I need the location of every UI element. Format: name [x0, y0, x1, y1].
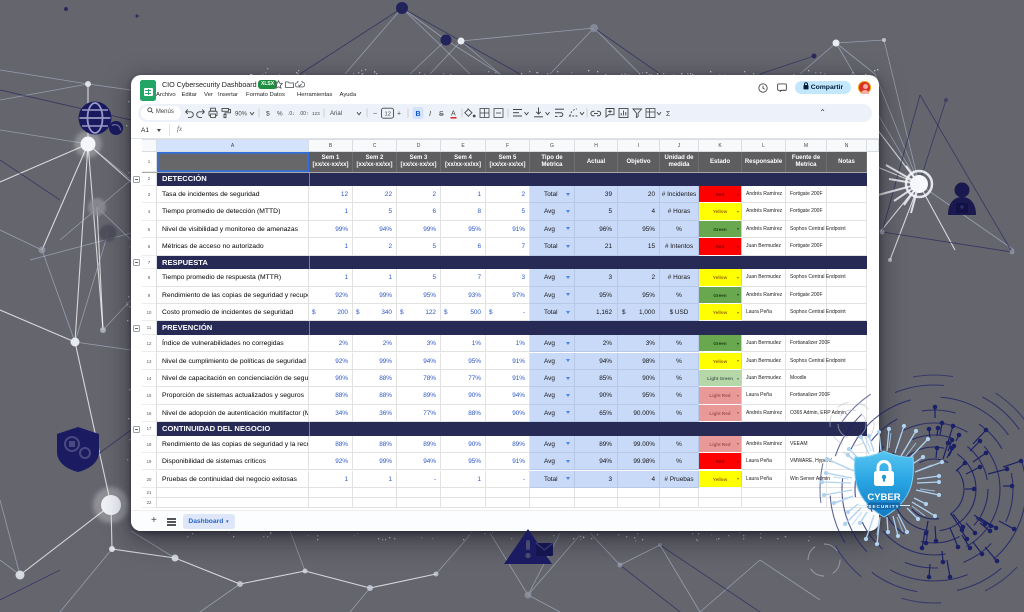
svg-text:123: 123	[312, 111, 320, 116]
svg-text:B: B	[416, 111, 421, 118]
svg-text:I: I	[429, 109, 431, 118]
svg-text:%: %	[277, 111, 283, 118]
svg-text:12: 12	[385, 111, 391, 117]
svg-text:Arial: Arial	[330, 111, 342, 117]
svg-text:+: +	[397, 111, 401, 118]
svg-text:Σ: Σ	[666, 111, 671, 118]
svg-text:$: $	[266, 111, 270, 118]
svg-text:.00↑: .00↑	[299, 111, 308, 117]
svg-text:A: A	[451, 111, 456, 118]
svg-text:S: S	[439, 111, 444, 118]
svg-text:90%: 90%	[235, 111, 248, 117]
svg-text:.0↓: .0↓	[288, 111, 295, 117]
svg-text:−: −	[373, 111, 377, 118]
